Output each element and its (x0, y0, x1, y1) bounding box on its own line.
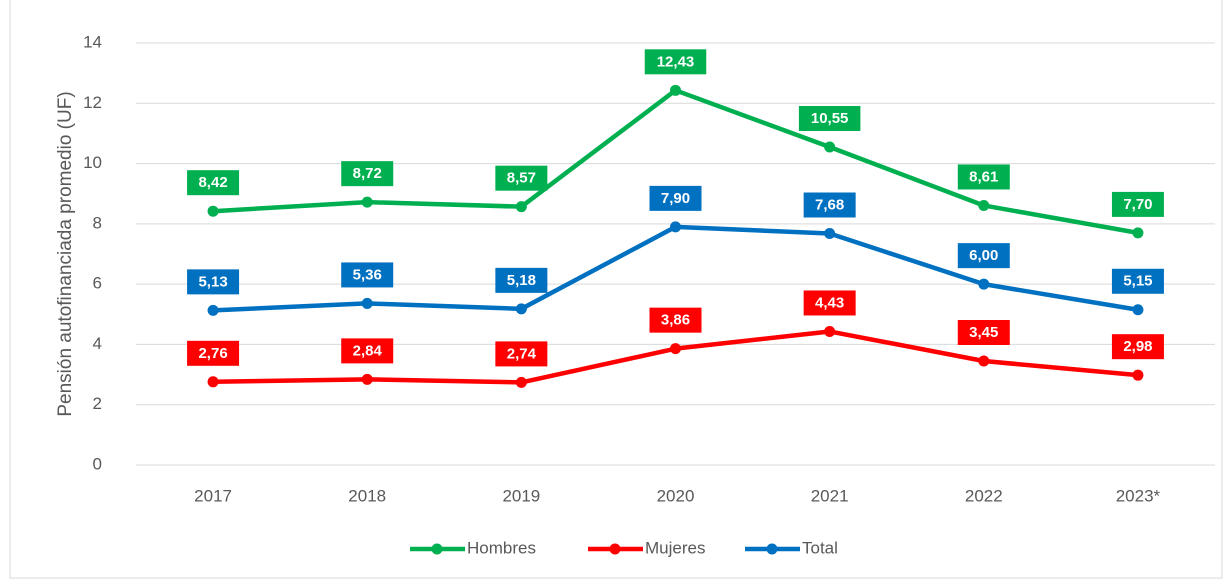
value-label-box (495, 267, 548, 293)
legend-marker (766, 543, 778, 555)
legend-marker (431, 543, 443, 555)
value-label-box (803, 192, 856, 218)
point (670, 221, 681, 233)
y-axis-label: Pensión autofinanciada promedio (UF) (55, 91, 76, 416)
value-label-box (495, 165, 548, 191)
x-tick-label: 2023* (1116, 486, 1161, 505)
value-label-box (798, 105, 861, 131)
point (824, 325, 836, 337)
point (207, 205, 219, 217)
x-tick-label: 2018 (348, 486, 386, 505)
x-tick-label: 2019 (502, 486, 540, 505)
legend-marker (609, 543, 621, 555)
value-label-box (341, 262, 394, 288)
point (824, 141, 836, 153)
y-tick-label: 6 (93, 274, 102, 293)
value-label-box (187, 269, 240, 295)
point (670, 84, 681, 96)
point (361, 297, 373, 309)
value-label-box (1111, 334, 1164, 360)
point (978, 278, 990, 290)
point (1132, 369, 1144, 381)
point (207, 304, 219, 316)
legend-label: Total (802, 538, 838, 557)
value-label: 4,43 (815, 294, 844, 311)
x-tick-label: 2020 (657, 486, 695, 505)
value-label-box (803, 290, 856, 316)
value-label-box (649, 185, 702, 211)
point (515, 376, 527, 388)
value-label-box (957, 164, 1010, 190)
value-label: 2,76 (198, 345, 227, 362)
value-label: 10,55 (811, 110, 849, 127)
value-label: 7,68 (815, 196, 844, 213)
value-label: 8,61 (969, 168, 998, 185)
value-label: 8,42 (198, 174, 227, 191)
x-tick-label: 2022 (965, 486, 1003, 505)
y-tick-label: 8 (93, 213, 102, 232)
point (361, 373, 373, 385)
legend-label: Mujeres (645, 538, 705, 557)
value-label: 5,13 (198, 273, 227, 290)
y-tick-label: 14 (83, 32, 102, 51)
value-label: 2,98 (1123, 338, 1152, 355)
value-label-box (649, 307, 702, 333)
value-label-box (341, 161, 394, 187)
x-tick-label: 2017 (194, 486, 232, 505)
point (670, 343, 681, 355)
legend-label: Hombres (467, 538, 536, 557)
point (824, 228, 836, 240)
value-label: 6,00 (969, 247, 998, 264)
x-tick-label: 2021 (811, 486, 849, 505)
y-tick-label: 2 (93, 394, 102, 413)
point (515, 303, 527, 315)
y-tick-label: 10 (83, 153, 102, 172)
value-label: 2,74 (507, 345, 537, 362)
point (978, 199, 990, 211)
value-label: 8,72 (353, 165, 382, 182)
value-label-box (495, 341, 548, 367)
chart-frame (9, 0, 1223, 579)
value-label-box (957, 320, 1010, 346)
point (1132, 227, 1144, 239)
value-label-box (1111, 191, 1164, 217)
point (978, 355, 990, 367)
point (207, 376, 219, 388)
value-label-box (957, 243, 1010, 269)
value-label: 5,18 (507, 272, 536, 289)
value-label-box (1111, 268, 1164, 294)
value-label-box (341, 338, 394, 364)
point (361, 196, 373, 208)
y-tick-label: 4 (93, 334, 102, 353)
value-label: 7,70 (1123, 196, 1152, 213)
value-label: 12,43 (657, 53, 695, 70)
value-label-box (187, 170, 240, 196)
value-label: 8,57 (507, 170, 536, 187)
y-tick-label: 0 (93, 454, 102, 473)
value-label-box (187, 340, 240, 366)
value-label: 3,45 (969, 324, 998, 341)
value-label: 5,15 (1123, 273, 1152, 290)
value-label: 2,84 (353, 342, 383, 359)
point (1132, 304, 1144, 316)
value-label: 3,86 (661, 312, 690, 329)
value-label: 5,36 (353, 266, 382, 283)
value-label: 7,90 (661, 190, 690, 207)
point (515, 201, 527, 213)
value-label-box (644, 49, 707, 75)
y-tick-label: 12 (83, 93, 102, 112)
